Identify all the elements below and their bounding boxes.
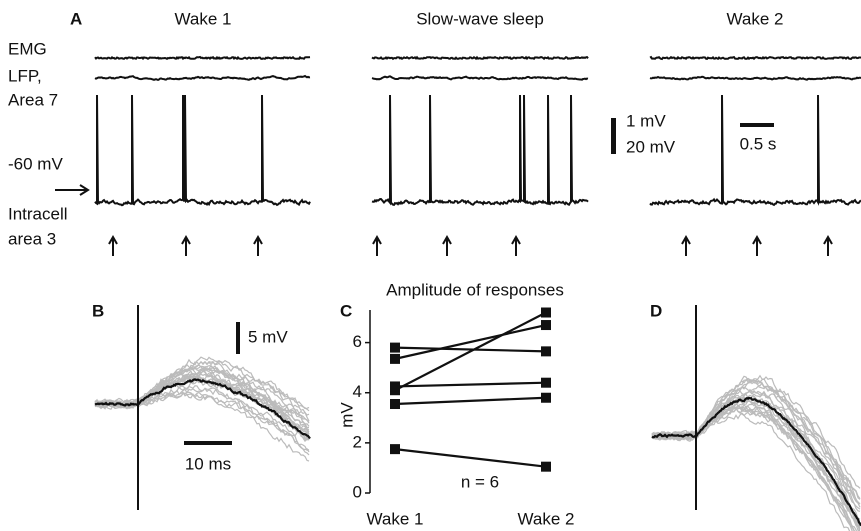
scale-bar [236,322,240,354]
y-tick-label: 4 [353,382,362,401]
arrow [681,234,691,256]
panel-title: Wake 2 [726,9,783,28]
y-tick-label: 6 [353,332,362,351]
scale-label: 5 mV [248,327,288,346]
scale-label: 10 ms [185,454,231,473]
single-trace [652,403,853,531]
point [390,444,400,455]
arrow [823,234,833,256]
lfp-trace [94,74,311,81]
panel-label: C [340,301,352,320]
arrow [108,234,118,256]
single-trace [651,377,861,499]
y-tick-label: 0 [353,482,362,501]
arrow [442,234,452,256]
emg-trace [94,55,311,61]
scale-bar [740,123,774,127]
point [541,307,551,318]
emg-trace [649,55,861,61]
arrow [55,184,90,196]
chart-title: Amplitude of responses [386,280,564,299]
emg-trace [371,55,589,61]
arrow [752,234,762,256]
row-label: area 3 [8,229,56,248]
scale-label: 1 mV [626,111,666,130]
pair-line [394,448,547,468]
row-label: -60 mV [8,154,63,173]
row-label: EMG [8,39,47,58]
panel-label: D [650,301,662,320]
single-trace [651,407,858,531]
intracell-trace [371,94,589,207]
point [390,399,400,410]
panel-title: Wake 1 [174,9,231,28]
intracell-trace [94,94,311,207]
scale-bar [184,441,232,445]
single-trace [651,385,861,505]
lfp-trace [649,75,861,81]
row-label: LFP, [8,66,42,85]
x-tick-label: Wake 2 [517,509,574,528]
single-trace [651,398,861,531]
y-axis-label: mV [337,402,356,428]
point [390,353,400,364]
pair-line [394,311,547,392]
pair-line [394,396,547,406]
single-trace [651,406,856,531]
scale-label: 0.5 s [740,134,777,153]
lfp-trace [371,75,589,81]
x-tick-label: Wake 1 [366,509,423,528]
pair-line [394,323,547,360]
scale-bar [611,118,616,154]
point [390,381,400,392]
panel-title: Slow-wave sleep [416,9,544,28]
arrow [253,234,263,256]
point [390,342,400,353]
arrow [372,234,382,256]
point [541,377,551,388]
arrow [511,234,521,256]
point [541,461,551,472]
row-label: Intracell [8,204,68,223]
point [541,392,551,403]
y-tick-label: 2 [353,432,362,451]
mean-trace [94,378,311,440]
single-trace [651,407,856,531]
pair-line [394,381,547,388]
row-label: Area 7 [8,90,58,109]
single-trace [651,406,855,531]
panel-label: A [70,9,82,28]
single-trace [94,374,310,443]
pair-line [394,346,547,353]
intracell-trace [649,94,861,207]
point [541,320,551,331]
arrow [181,234,191,256]
panel-label: B [92,301,104,320]
scale-label: 20 mV [626,137,676,156]
point [541,346,551,357]
mean-trace [651,396,861,527]
annotation: n = 6 [461,472,499,491]
